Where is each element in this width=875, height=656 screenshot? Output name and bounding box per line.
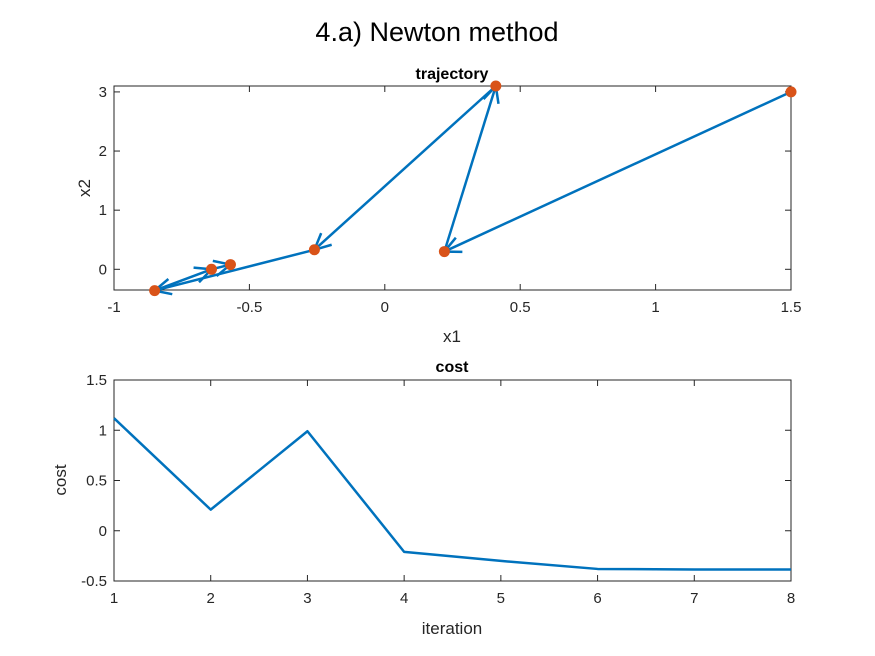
- cost-ytick-label: 0.5: [86, 473, 107, 490]
- arrow-shaft: [443, 85, 498, 252]
- trajectory-xtick-label: 1.5: [781, 299, 802, 316]
- cost-xtick-label: 1: [110, 590, 118, 607]
- cost-axes: cost iteration cost 1 2 3 4 5 6 7 8 -0.5 0 0.5 1 1.5: [51, 359, 795, 638]
- cost-title: cost: [436, 359, 470, 376]
- arrow-shaft: [443, 90, 792, 253]
- cost-xtick-label: 4: [400, 590, 408, 607]
- trajectory-axes: trajectory x1 x2 -1 -0.5 0 0.5 1 1.5 0 1 2 3: [75, 66, 801, 346]
- figure-title: 4.a) Newton method: [315, 17, 558, 47]
- cost-xtick-label: 3: [303, 590, 311, 607]
- arrow-shaft: [154, 248, 315, 292]
- trajectory-ytick-label: 1: [99, 202, 107, 219]
- trajectory-ytick-label: 3: [99, 84, 107, 101]
- cost-ticks: 1 2 3 4 5 6 7 8 -0.5 0 0.5 1 1.5: [81, 372, 795, 607]
- cost-ylabel: cost: [51, 464, 70, 495]
- trajectory-xlabel: x1: [443, 327, 461, 346]
- cost-plot-area: [113, 379, 792, 582]
- cost-ytick-label: 0: [99, 523, 107, 540]
- trajectory-ytick-label: 2: [99, 143, 107, 160]
- trajectory-ytick-label: 0: [99, 261, 107, 278]
- cost-ytick-label: -0.5: [81, 573, 107, 590]
- arrow-shaft: [313, 85, 497, 251]
- trajectory-title: trajectory: [416, 66, 489, 83]
- cost-xlabel: iteration: [422, 619, 482, 638]
- trajectory-xtick-label: -0.5: [236, 299, 262, 316]
- cost-marks: [113, 417, 791, 571]
- trajectory-ticks: -1 -0.5 0 0.5 1 1.5 0 1 2 3: [99, 84, 802, 316]
- trajectory-point-marker: [438, 246, 450, 258]
- cost-xtick-label: 6: [593, 590, 601, 607]
- cost-xtick-label: 2: [207, 590, 215, 607]
- trajectory-point-marker: [785, 86, 797, 98]
- trajectory-point-marker: [149, 285, 161, 297]
- trajectory-point-marker: [205, 263, 217, 275]
- cost-xtick-label: 7: [690, 590, 698, 607]
- arrow-shaft: [154, 268, 212, 292]
- trajectory-plot-area: [113, 85, 792, 291]
- trajectory-point-marker: [490, 80, 502, 92]
- trajectory-ylabel: x2: [75, 179, 94, 197]
- cost-series-line: [113, 417, 791, 571]
- trajectory-marks: [149, 80, 797, 297]
- cost-ytick-label: 1.5: [86, 372, 107, 389]
- trajectory-xtick-label: 0.5: [510, 299, 531, 316]
- cost-ytick-label: 1: [99, 422, 107, 439]
- trajectory-xtick-label: -1: [107, 299, 120, 316]
- trajectory-point-marker: [308, 244, 320, 256]
- cost-xtick-label: 8: [787, 590, 795, 607]
- cost-xtick-label: 5: [497, 590, 505, 607]
- trajectory-xtick-label: 1: [651, 299, 659, 316]
- trajectory-point-marker: [224, 259, 236, 271]
- trajectory-xtick-label: 0: [381, 299, 389, 316]
